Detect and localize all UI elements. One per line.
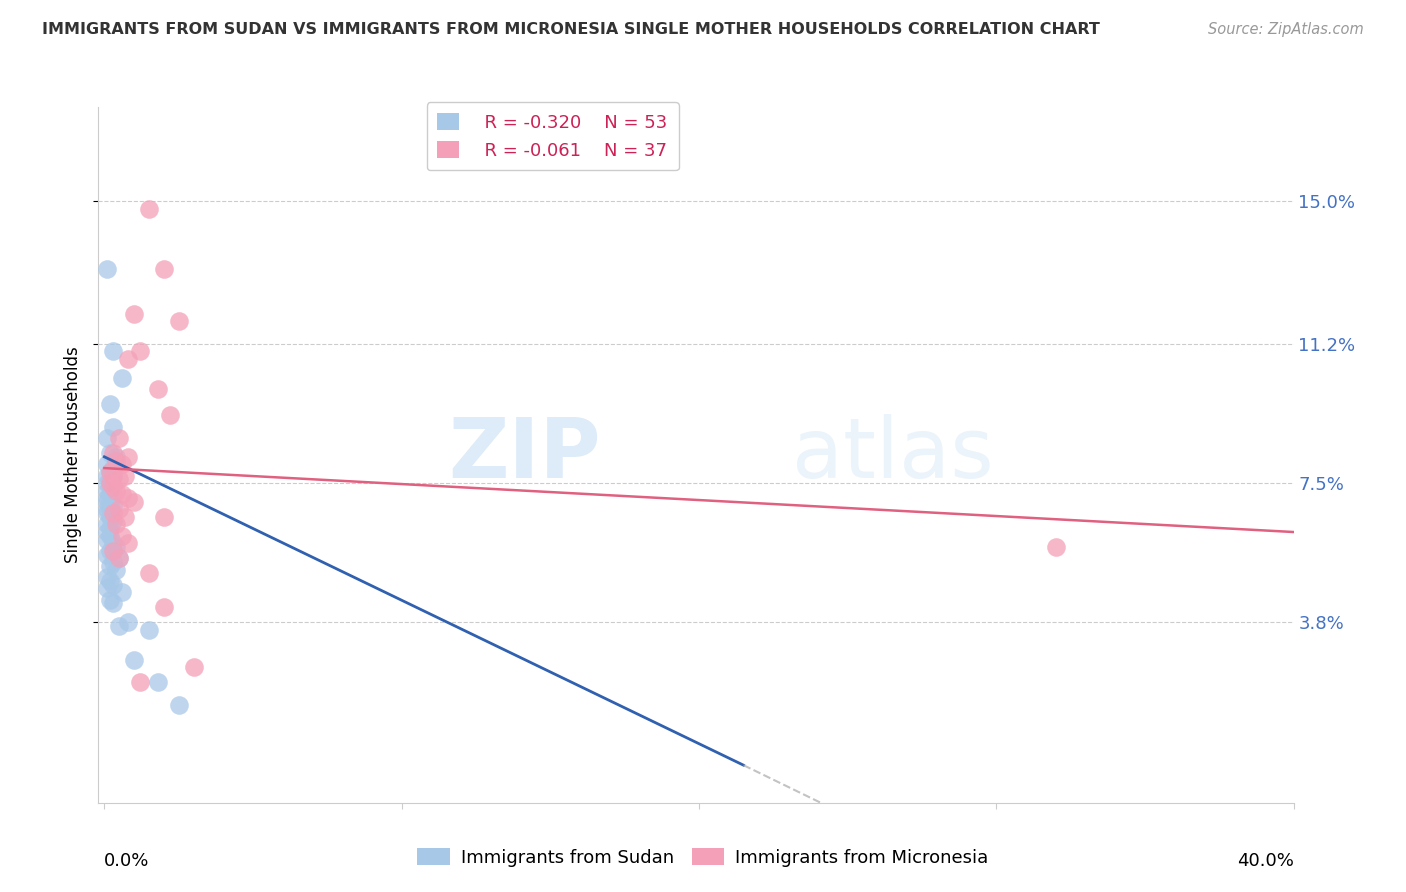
Point [138, 566, 160, 581]
Text: IMMIGRANTS FROM SUDAN VS IMMIGRANTS FROM MICRONESIA SINGLE MOTHER HOUSEHOLDS COR: IMMIGRANTS FROM SUDAN VS IMMIGRANTS FROM… [42, 22, 1099, 37]
Point [96, 261, 118, 276]
Point [98, 544, 121, 558]
Point [103, 577, 125, 591]
Point [138, 202, 160, 216]
Point [122, 307, 145, 321]
Point [103, 536, 125, 550]
Point [103, 468, 125, 483]
Point [108, 431, 131, 445]
Point [146, 382, 169, 396]
Y-axis label: Single Mother Households: Single Mother Households [65, 347, 83, 563]
Point [111, 487, 134, 501]
Point [183, 660, 205, 674]
Point [98, 510, 121, 524]
Point [153, 510, 176, 524]
Point [98, 529, 121, 543]
Point [105, 517, 128, 532]
Point [103, 555, 125, 569]
Point [117, 536, 139, 550]
Point [96, 431, 118, 445]
Point [98, 446, 121, 460]
Point [98, 476, 121, 491]
Point [111, 458, 134, 472]
Point [108, 472, 131, 486]
Point [105, 540, 128, 554]
Point [167, 698, 190, 712]
Point [105, 563, 128, 577]
Point [111, 585, 134, 599]
Point [96, 468, 118, 483]
Point [114, 510, 136, 524]
Point [96, 506, 118, 520]
Point [103, 514, 125, 528]
Point [103, 344, 125, 359]
Point [1045, 540, 1067, 554]
Point [96, 491, 118, 505]
Point [96, 502, 118, 516]
Point [117, 615, 139, 630]
Point [108, 502, 131, 516]
Point [98, 465, 121, 479]
Point [108, 551, 131, 566]
Point [98, 472, 121, 486]
Point [114, 468, 136, 483]
Point [98, 480, 121, 494]
Legend:   R = -0.320    N = 53,   R = -0.061    N = 37: R = -0.320 N = 53, R = -0.061 N = 37 [426, 103, 679, 170]
Point [122, 653, 145, 667]
Legend: Immigrants from Sudan, Immigrants from Micronesia: Immigrants from Sudan, Immigrants from M… [411, 841, 995, 874]
Point [117, 351, 139, 366]
Point [153, 261, 176, 276]
Point [122, 495, 145, 509]
Point [98, 558, 121, 573]
Point [129, 675, 152, 690]
Point [96, 524, 118, 539]
Text: 0.0%: 0.0% [104, 852, 150, 870]
Point [96, 495, 118, 509]
Point [103, 544, 125, 558]
Point [98, 397, 121, 411]
Point [117, 450, 139, 464]
Point [105, 450, 128, 464]
Point [98, 574, 121, 588]
Point [98, 487, 121, 501]
Text: atlas: atlas [792, 415, 993, 495]
Point [167, 314, 190, 328]
Point [111, 371, 134, 385]
Point [98, 521, 121, 535]
Point [96, 458, 118, 472]
Point [98, 465, 121, 479]
Point [153, 600, 176, 615]
Point [96, 548, 118, 562]
Point [105, 483, 128, 498]
Point [108, 551, 131, 566]
Point [103, 597, 125, 611]
Point [103, 506, 125, 520]
Point [105, 453, 128, 467]
Point [108, 619, 131, 633]
Point [96, 570, 118, 584]
Point [103, 446, 125, 460]
Point [96, 483, 118, 498]
Point [96, 533, 118, 547]
Point [98, 592, 121, 607]
Point [96, 582, 118, 596]
Point [103, 468, 125, 483]
Point [146, 675, 169, 690]
Point [117, 491, 139, 505]
Text: Source: ZipAtlas.com: Source: ZipAtlas.com [1208, 22, 1364, 37]
Point [96, 517, 118, 532]
Text: 40.0%: 40.0% [1237, 852, 1294, 870]
Point [159, 409, 181, 423]
Point [111, 529, 134, 543]
Text: ZIP: ZIP [449, 415, 600, 495]
Point [98, 502, 121, 516]
Point [103, 480, 125, 494]
Point [96, 476, 118, 491]
Point [98, 495, 121, 509]
Point [129, 344, 152, 359]
Point [103, 499, 125, 513]
Point [103, 419, 125, 434]
Point [138, 623, 160, 637]
Point [103, 461, 125, 475]
